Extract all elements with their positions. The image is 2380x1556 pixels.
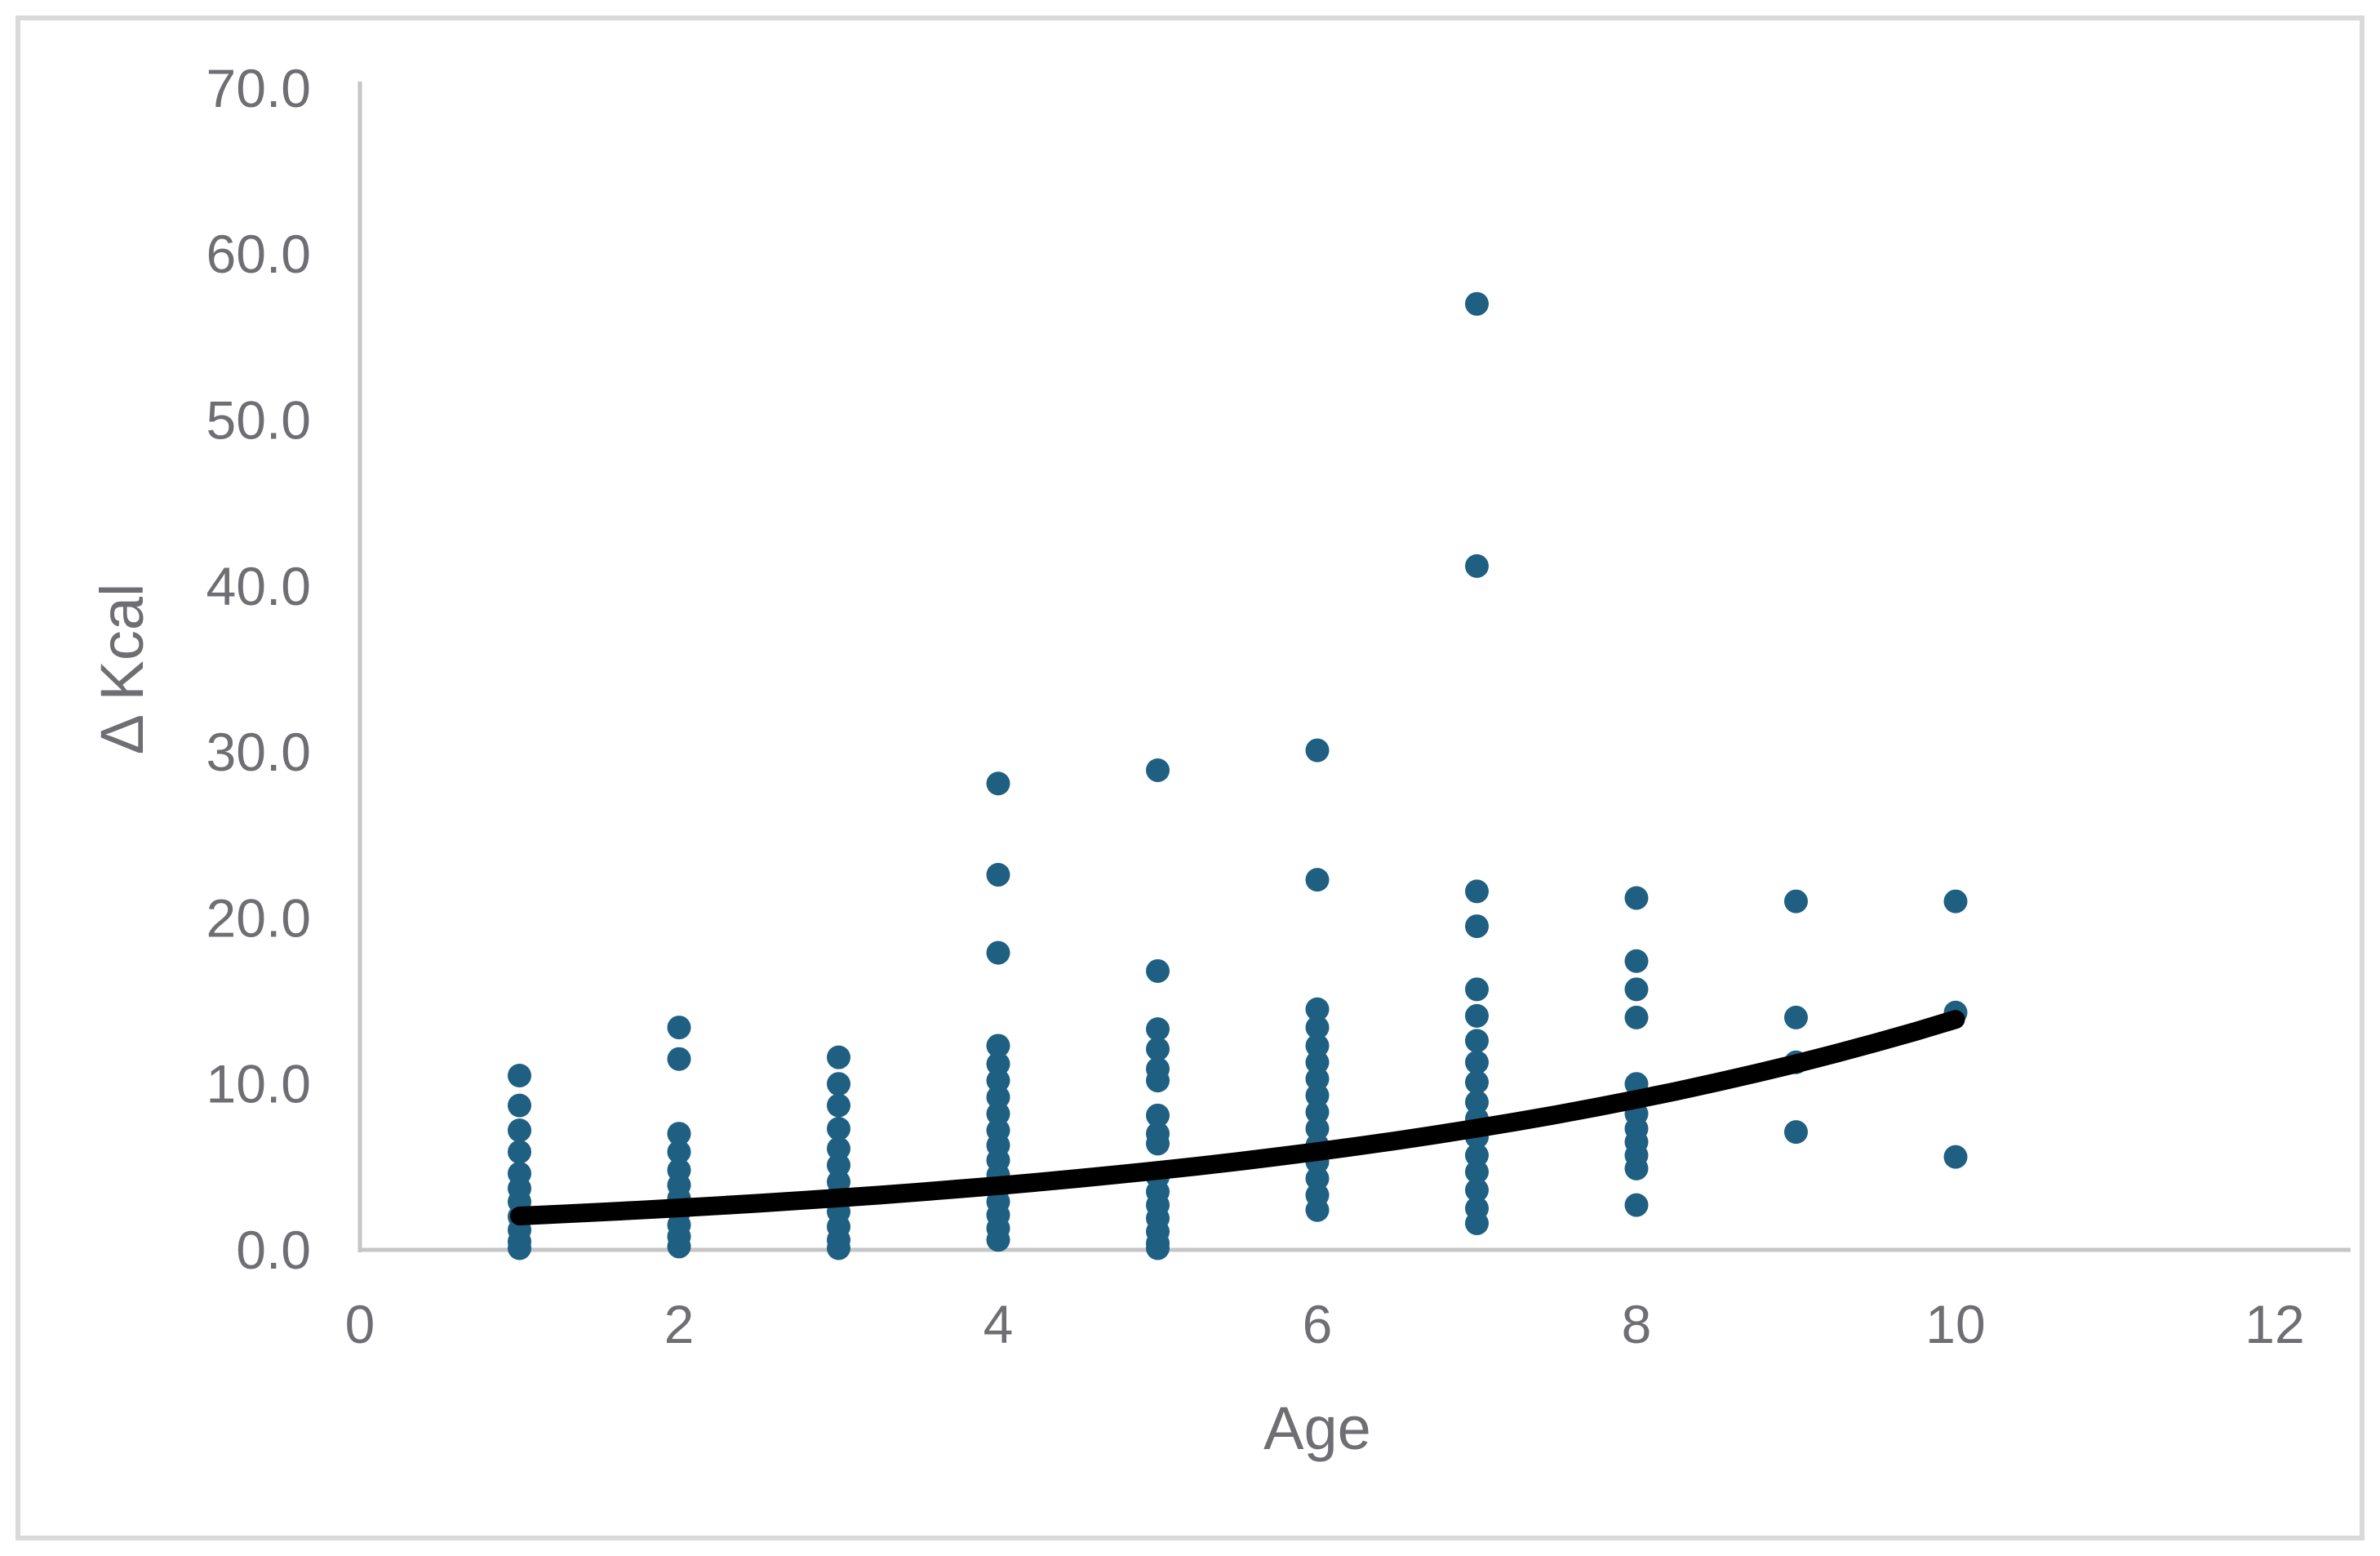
data-point bbox=[827, 1153, 850, 1177]
x-tick-label: 6 bbox=[1303, 1294, 1333, 1354]
axes bbox=[357, 81, 2351, 1252]
data-point bbox=[1146, 1017, 1170, 1042]
data-point bbox=[508, 1093, 531, 1118]
data-point bbox=[1624, 1005, 1649, 1029]
data-point bbox=[1146, 1069, 1170, 1093]
data-point bbox=[1465, 1090, 1489, 1114]
data-point bbox=[1305, 997, 1330, 1021]
data-point bbox=[827, 1136, 850, 1161]
data-point bbox=[1624, 886, 1649, 910]
data-point bbox=[1465, 1070, 1489, 1095]
x-tick-label: 0 bbox=[345, 1294, 375, 1354]
data-point bbox=[827, 1093, 850, 1118]
data-point bbox=[1305, 1167, 1330, 1191]
y-tick-label: 30.0 bbox=[206, 722, 311, 782]
y-tick-label: 20.0 bbox=[206, 887, 311, 948]
x-axis-tick-labels: 0 2 4 6 8 10 12 bbox=[345, 1294, 2305, 1354]
data-point bbox=[508, 1140, 531, 1164]
y-tick-label: 40.0 bbox=[206, 556, 311, 616]
data-point bbox=[986, 863, 1010, 887]
data-point bbox=[508, 1064, 531, 1088]
y-tick-label: 60.0 bbox=[206, 224, 311, 284]
data-point bbox=[1305, 1198, 1330, 1222]
data-point bbox=[827, 1072, 850, 1096]
data-point bbox=[1146, 1037, 1170, 1061]
data-point bbox=[1305, 868, 1330, 892]
x-tick-label: 12 bbox=[2245, 1294, 2304, 1354]
data-point bbox=[1943, 889, 1968, 914]
data-point bbox=[1784, 1120, 1808, 1145]
data-point bbox=[986, 1051, 1010, 1076]
data-point bbox=[1305, 1034, 1330, 1058]
data-point bbox=[986, 940, 1010, 965]
data-point bbox=[986, 1101, 1010, 1126]
data-point bbox=[1624, 1193, 1649, 1217]
data-point bbox=[1305, 1067, 1330, 1091]
trendline bbox=[510, 1010, 1965, 1225]
data-point bbox=[986, 1034, 1010, 1058]
y-tick-label: 50.0 bbox=[206, 390, 311, 451]
data-point bbox=[1624, 1156, 1649, 1180]
data-point bbox=[986, 1228, 1010, 1252]
data-point bbox=[1305, 1050, 1330, 1074]
x-tick-label: 8 bbox=[1622, 1294, 1652, 1354]
data-point bbox=[1784, 889, 1808, 914]
data-point bbox=[1784, 1005, 1808, 1029]
data-point bbox=[667, 1047, 691, 1071]
y-tick-label: 70.0 bbox=[206, 58, 311, 118]
data-point bbox=[667, 1140, 691, 1164]
y-tick-label: 10.0 bbox=[206, 1054, 311, 1114]
data-point bbox=[1624, 949, 1649, 973]
data-point bbox=[1465, 879, 1489, 904]
data-point bbox=[1465, 977, 1489, 1002]
x-tick-label: 2 bbox=[664, 1294, 695, 1354]
chart-border bbox=[16, 16, 2364, 1540]
data-point bbox=[1305, 1117, 1330, 1141]
data-point bbox=[986, 1085, 1010, 1109]
data-point bbox=[1465, 1143, 1489, 1167]
data-point bbox=[1465, 553, 1489, 578]
x-tick-label: 4 bbox=[984, 1294, 1014, 1354]
data-point bbox=[1305, 738, 1330, 762]
data-point bbox=[667, 1016, 691, 1040]
data-point bbox=[1465, 1050, 1489, 1074]
data-point bbox=[1146, 1131, 1170, 1156]
data-point bbox=[1305, 1083, 1330, 1108]
data-point bbox=[1305, 1100, 1330, 1124]
x-axis-title: Age bbox=[1263, 1394, 1371, 1462]
data-point bbox=[1465, 1211, 1489, 1235]
data-point bbox=[1465, 291, 1489, 316]
data-point bbox=[1146, 1236, 1170, 1260]
data-point bbox=[508, 1236, 531, 1260]
data-point bbox=[827, 1236, 850, 1260]
data-point bbox=[1624, 977, 1649, 1002]
x-tick-label: 10 bbox=[1925, 1294, 1985, 1354]
data-point bbox=[667, 1234, 691, 1259]
data-point bbox=[667, 1122, 691, 1146]
data-point bbox=[986, 771, 1010, 796]
data-points bbox=[508, 291, 1968, 1260]
data-point bbox=[827, 1117, 850, 1141]
data-point bbox=[1305, 1016, 1330, 1040]
y-tick-label: 0.0 bbox=[236, 1220, 311, 1280]
data-point bbox=[1465, 1029, 1489, 1053]
data-point bbox=[1465, 1003, 1489, 1028]
data-point bbox=[1943, 1145, 1968, 1169]
data-point bbox=[1465, 1159, 1489, 1184]
y-axis-tick-labels: 0.0 10.0 20.0 30.0 40.0 50.0 60.0 70.0 bbox=[206, 58, 311, 1280]
y-axis-title: Δ Kcal bbox=[88, 584, 156, 755]
data-point bbox=[827, 1045, 850, 1069]
data-point bbox=[1146, 1103, 1170, 1127]
data-point bbox=[1146, 758, 1170, 782]
data-point bbox=[1146, 958, 1170, 983]
data-point bbox=[1465, 914, 1489, 939]
data-point bbox=[986, 1069, 1010, 1093]
data-point bbox=[1465, 1178, 1489, 1203]
data-point bbox=[508, 1118, 531, 1143]
